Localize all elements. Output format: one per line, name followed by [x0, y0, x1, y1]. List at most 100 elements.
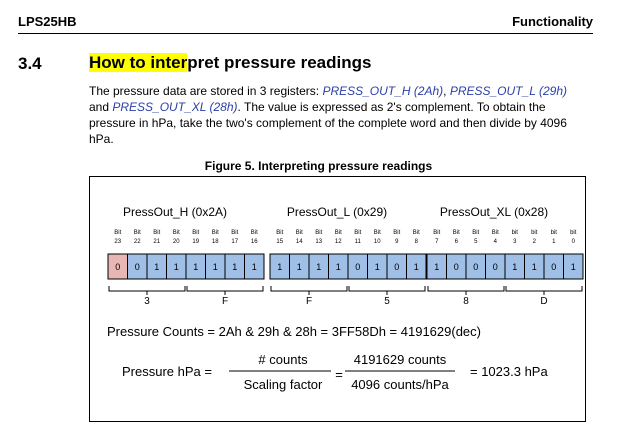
bit-number: 11 [355, 239, 362, 245]
bit-prefix: Bit [212, 230, 219, 236]
bit-value: 0 [394, 262, 399, 272]
bit-number: 18 [212, 239, 219, 245]
nibble-hex: 3 [144, 296, 150, 307]
title-rest: pret pressure readings [187, 53, 372, 72]
para-text: , [443, 84, 450, 98]
frac1-denominator: Scaling factor [244, 377, 323, 392]
bit-cell [406, 253, 427, 280]
section-header: Functionality [512, 14, 593, 29]
register-title: PressOut_XL (0x28) [440, 205, 548, 219]
bit-prefix: Bit [492, 230, 499, 236]
bit-prefix: Bit [153, 230, 160, 236]
frac2-denominator: 4096 counts/hPa [351, 377, 449, 392]
bit-value: 1 [316, 262, 321, 272]
figure-caption: Figure 5. Interpreting pressure readings [204, 159, 433, 173]
bit-value: 1 [414, 262, 419, 272]
bit-value: 1 [193, 262, 198, 272]
bit-number: 2 [533, 239, 537, 245]
bit-number: 4 [494, 239, 498, 245]
bit-prefix: bit [570, 230, 577, 236]
bit-prefix: Bit [413, 230, 420, 236]
bit-number: 12 [335, 239, 342, 245]
bit-value: 1 [532, 262, 537, 272]
bit-value: 0 [454, 262, 459, 272]
bit-number: 6 [455, 239, 459, 245]
equals-sign: = [335, 367, 343, 382]
bit-prefix: Bit [134, 230, 141, 236]
register-title: PressOut_L (0x29) [287, 205, 387, 219]
bit-value: 1 [277, 262, 282, 272]
bit-prefix: bit [531, 230, 538, 236]
bit-number: 19 [192, 239, 199, 245]
bit-value: 0 [115, 262, 120, 272]
pressure-register-diagram: PressOut_H (0x2A)Bit230Bit220Bit211Bit20… [107, 205, 584, 392]
para-text: The pressure data are stored in 3 regist… [89, 84, 323, 98]
section-number: 3.4 [18, 54, 42, 73]
bit-cell [244, 253, 265, 280]
bit-number: 16 [251, 239, 258, 245]
bit-number: 17 [231, 239, 238, 245]
nibble-brace [270, 286, 348, 295]
nibble-brace [505, 286, 583, 295]
nibble-brace [186, 286, 264, 295]
bit-number: 10 [374, 239, 381, 245]
bit-value: 0 [551, 262, 556, 272]
nibble-hex: 8 [463, 296, 469, 307]
bit-prefix: Bit [354, 230, 361, 236]
bit-number: 23 [114, 239, 121, 245]
result-value: = 1023.3 hPa [470, 364, 548, 379]
bit-number: 0 [572, 239, 576, 245]
nibble-hex: F [222, 296, 228, 307]
nibble-hex: 5 [384, 296, 390, 307]
bit-number: 5 [474, 239, 478, 245]
bit-prefix: bit [551, 230, 558, 236]
bit-prefix: Bit [192, 230, 199, 236]
nibble-brace [348, 286, 426, 295]
header-rule [18, 33, 593, 34]
para-text: and [89, 100, 113, 114]
register-title: PressOut_H (0x2A) [123, 205, 227, 219]
bit-prefix: Bit [251, 230, 258, 236]
reg-l-ref[interactable]: PRESS_OUT_L (29h) [449, 84, 567, 98]
reg-xl-ref[interactable]: PRESS_OUT_XL (28h) [112, 100, 238, 114]
bit-number: 20 [173, 239, 180, 245]
para-text: . The value is expressed as 2's compleme… [89, 100, 567, 146]
bit-value: 1 [375, 262, 380, 272]
bit-prefix: Bit [393, 230, 400, 236]
nibble-brace [427, 286, 505, 295]
bit-number: 21 [153, 239, 160, 245]
bit-value: 0 [355, 262, 360, 272]
counts-equation: Pressure Counts = 2Ah & 29h & 28h = 3FF5… [107, 324, 481, 339]
bit-value: 0 [135, 262, 140, 272]
reg-h-ref[interactable]: PRESS_OUT_H (2Ah) [322, 84, 444, 98]
bit-value: 1 [154, 262, 159, 272]
title-highlight: How to inter [89, 53, 188, 72]
section-title: How to interpret pressure readings [89, 53, 371, 73]
bit-prefix: Bit [374, 230, 381, 236]
hpa-label: Pressure hPa = [122, 364, 212, 379]
bit-prefix: Bit [315, 230, 322, 236]
bit-value: 1 [252, 262, 257, 272]
bit-prefix: Bit [173, 230, 180, 236]
bit-number: 7 [435, 239, 439, 245]
figure-frame [89, 176, 586, 422]
bit-number: 3 [513, 239, 517, 245]
bit-prefix: Bit [453, 230, 460, 236]
nibble-hex: F [306, 296, 312, 307]
bit-number: 15 [276, 239, 283, 245]
bit-value: 1 [232, 262, 237, 272]
bit-prefix: Bit [433, 230, 440, 236]
bit-prefix: Bit [231, 230, 238, 236]
bit-prefix: Bit [296, 230, 303, 236]
bit-value: 1 [571, 262, 576, 272]
bit-prefix: Bit [472, 230, 479, 236]
bit-number: 22 [134, 239, 141, 245]
bit-number: 8 [415, 239, 419, 245]
bit-value: 1 [174, 262, 179, 272]
nibble-hex: D [540, 296, 547, 307]
document-id: LPS25HB [18, 14, 77, 29]
nibble-brace [108, 286, 186, 295]
bit-value: 1 [213, 262, 218, 272]
bit-number: 9 [395, 239, 399, 245]
body-paragraph: The pressure data are stored in 3 regist… [89, 83, 589, 147]
